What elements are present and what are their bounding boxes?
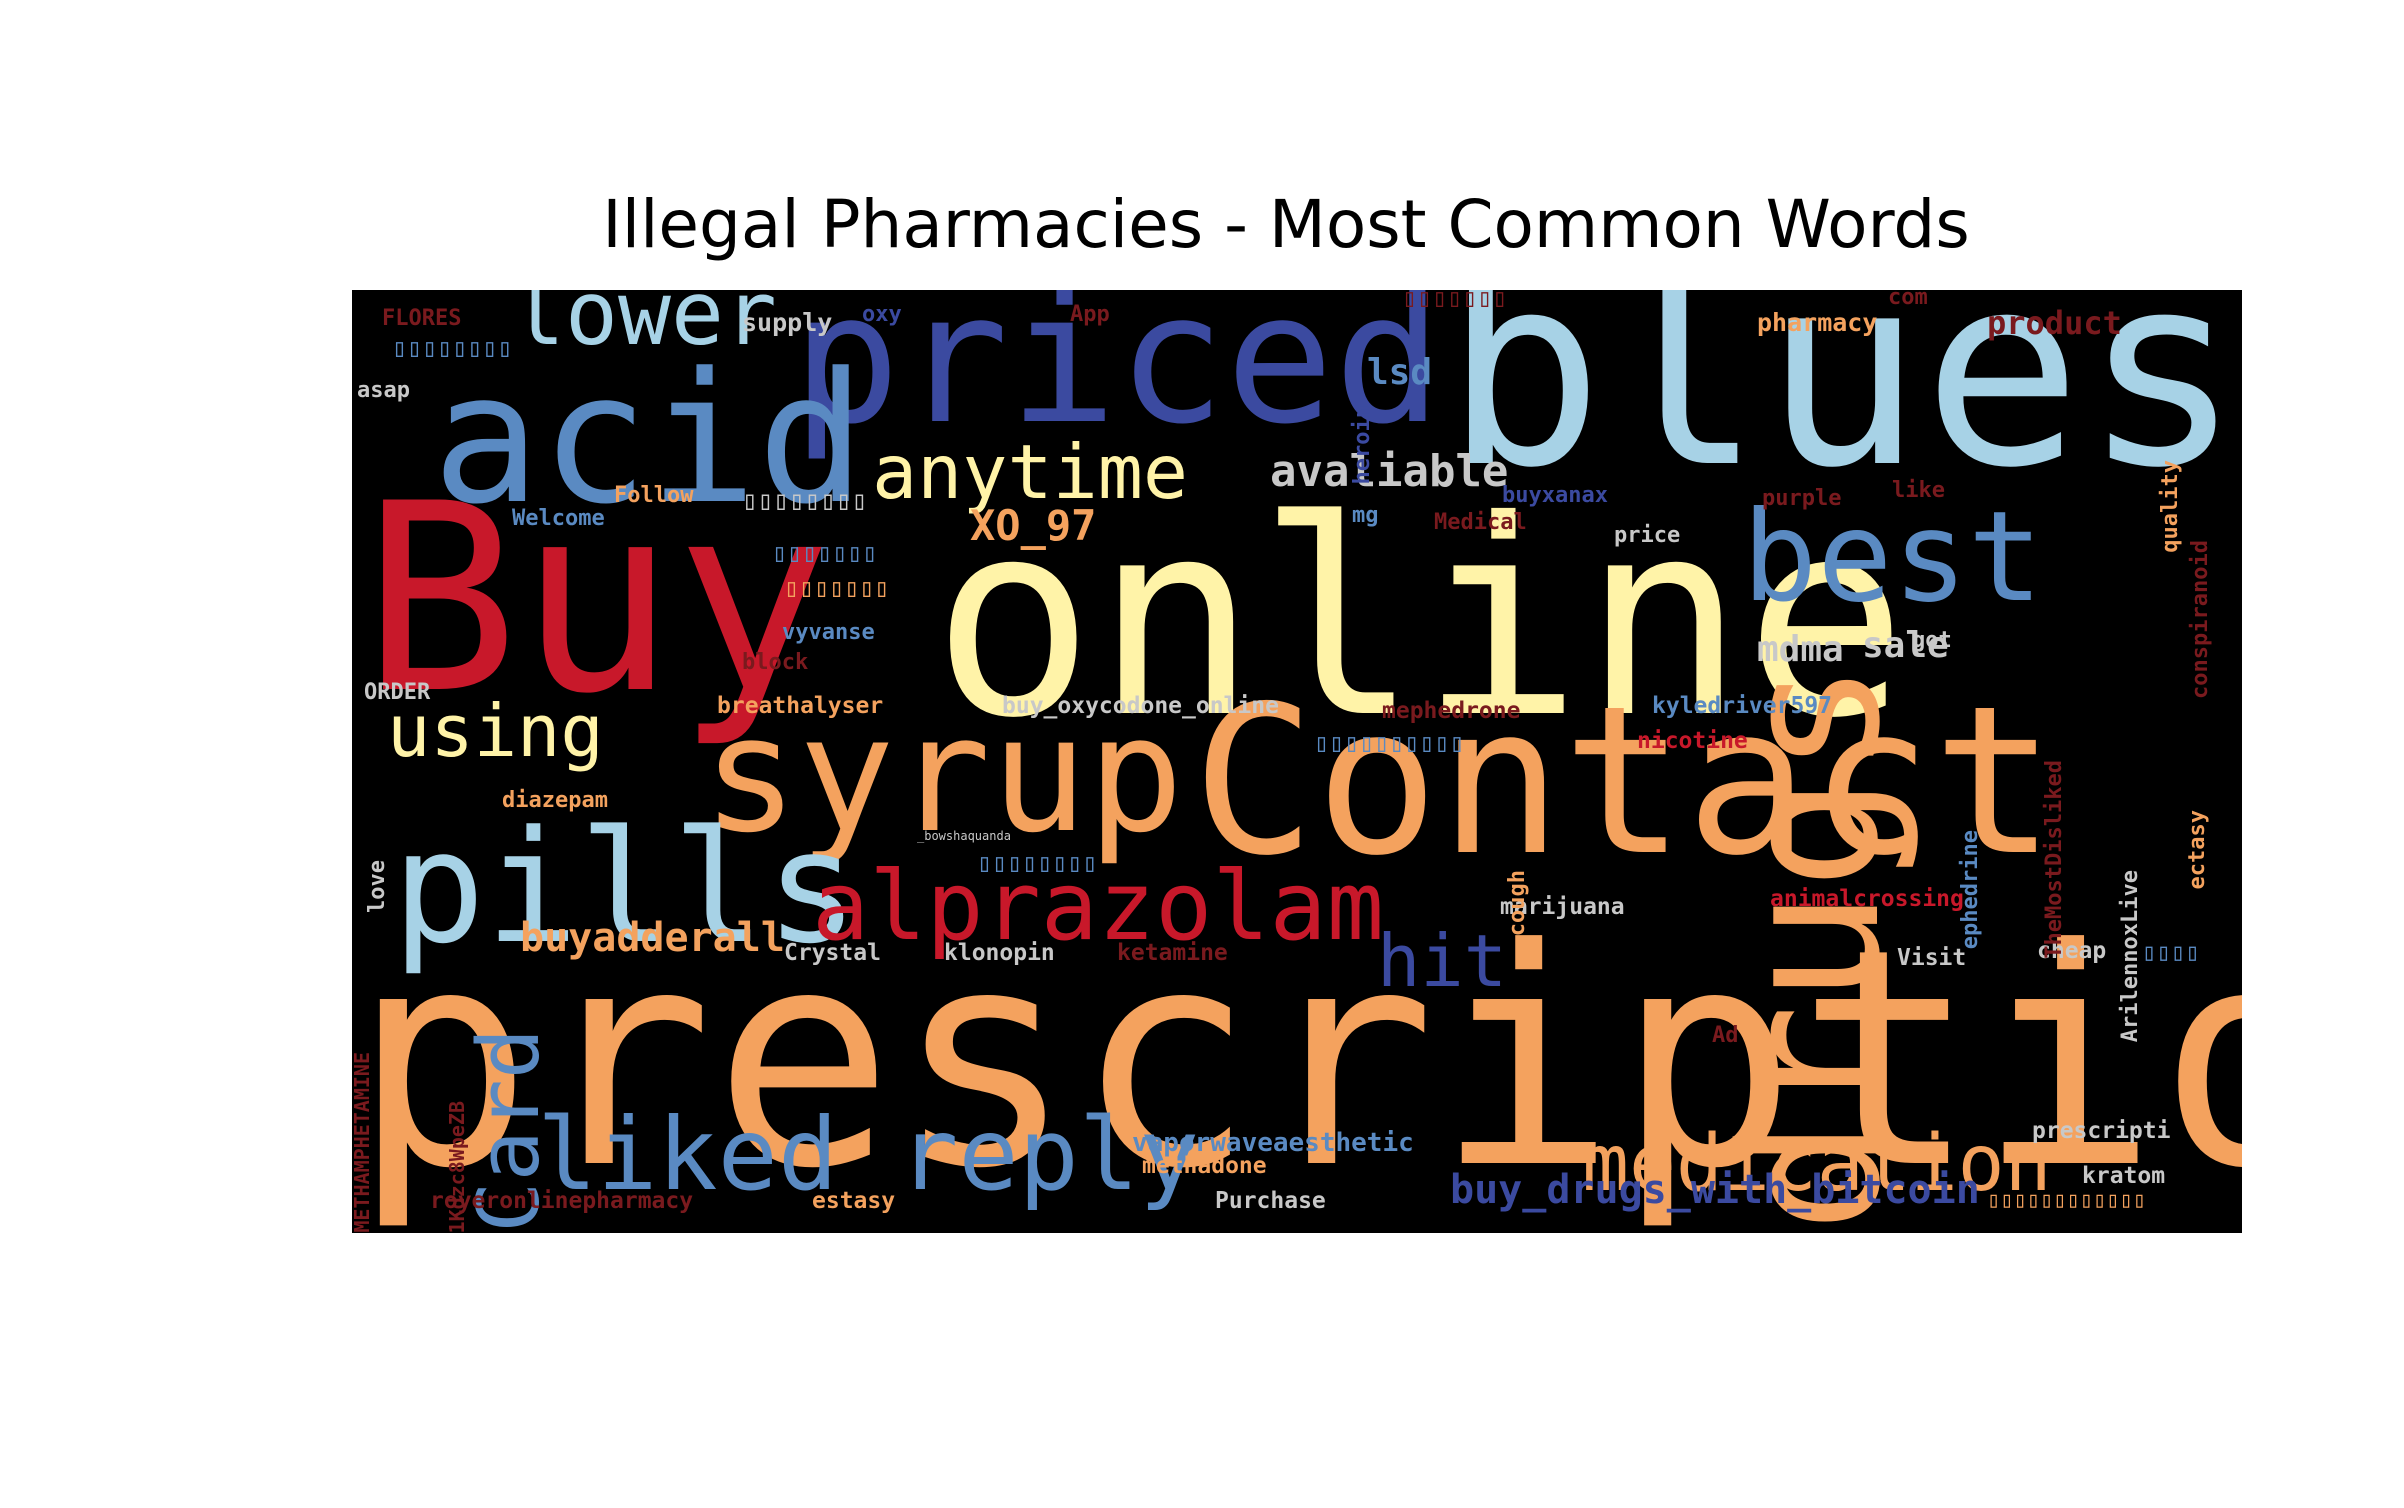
word-77: METHAMPHETAMINE bbox=[352, 1052, 374, 1233]
word-7: acid bbox=[432, 335, 866, 544]
word-60: buyxanax bbox=[1502, 483, 1608, 508]
word-58: App bbox=[1070, 302, 1110, 327]
word-71: TheMostDisliked bbox=[2042, 760, 2067, 959]
word-74: ectasy bbox=[2185, 810, 2210, 890]
word-22: XO_97 bbox=[970, 501, 1097, 550]
word-39: klonopin bbox=[944, 940, 1055, 966]
word-21: buyadderall bbox=[520, 915, 785, 961]
word-56: FLORES bbox=[382, 306, 462, 331]
word-83: ▯▯▯▯▯▯▯ bbox=[772, 538, 878, 567]
word-19: hit bbox=[1377, 919, 1508, 1003]
word-76: love bbox=[365, 860, 390, 913]
word-59: com bbox=[1888, 290, 1928, 310]
word-78: 1Kdzc8WpeZB bbox=[445, 1101, 469, 1233]
word-68: heroin bbox=[1350, 405, 1375, 485]
word-15: medication bbox=[1582, 1119, 2052, 1209]
word-10: pills bbox=[392, 797, 859, 978]
word-72: ephedrine bbox=[1958, 830, 1983, 950]
word-13: alprazolam bbox=[812, 852, 1384, 962]
word-24: mdma bbox=[1757, 629, 1844, 670]
word-81: ▯▯▯▯▯▯▯ bbox=[1402, 290, 1508, 312]
word-49: diazepam bbox=[502, 788, 608, 813]
word-17: anytime bbox=[872, 428, 1189, 516]
word-63: price bbox=[1614, 523, 1681, 548]
word-66: got bbox=[1912, 628, 1952, 653]
word-16: lower bbox=[512, 290, 777, 365]
word-29: pharmacy bbox=[1757, 308, 1878, 337]
word-82: ▯▯▯▯▯▯▯▯ bbox=[392, 333, 513, 362]
word-4: Buy bbox=[362, 449, 832, 751]
word-67: Ad bbox=[1712, 1023, 1739, 1048]
word-43: prescripti bbox=[2032, 1118, 2171, 1144]
word-2: online bbox=[932, 462, 1908, 777]
word-52: ORDER bbox=[364, 680, 431, 705]
word-20: avaliable bbox=[1270, 446, 1509, 497]
word-44: methadone bbox=[1142, 1153, 1267, 1179]
word-40: ketamine bbox=[1117, 940, 1228, 966]
word-9: syrup bbox=[702, 681, 1184, 868]
word-46: estasy bbox=[812, 1188, 896, 1214]
word-62: mg bbox=[1352, 503, 1379, 528]
word-88: ▯▯▯▯▯▯▯▯▯▯▯▯ bbox=[1987, 1188, 2146, 1213]
word-80: ▯▯▯▯▯▯▯▯ bbox=[742, 486, 868, 516]
word-69: quality bbox=[2158, 460, 2183, 553]
word-33: kyledriver597 bbox=[1652, 693, 1833, 719]
word-25: sale bbox=[1862, 625, 1949, 666]
word-87: ▯▯▯▯ bbox=[2142, 938, 2200, 966]
word-50: vyvanse bbox=[782, 620, 875, 645]
word-86: ▯▯▯▯▯▯▯▯ bbox=[977, 848, 1098, 877]
word-11: best bbox=[1742, 485, 2044, 630]
word-37: animalcrossing bbox=[1770, 886, 1964, 912]
word-79: _bowshaquanda bbox=[917, 829, 1011, 843]
word-23: buy_drugs_with_bitcoin bbox=[1450, 1167, 1980, 1213]
word-70: conspiranoid bbox=[2188, 540, 2213, 699]
word-32: mephedrone bbox=[1382, 698, 1521, 724]
word-51: block bbox=[742, 650, 809, 675]
word-42: Visit bbox=[1897, 945, 1967, 971]
word-53: Follow bbox=[614, 483, 694, 508]
word-31: buy_oxycodone_online bbox=[1002, 693, 1279, 719]
word-38: Crystal bbox=[784, 940, 881, 966]
word-75: cough bbox=[1505, 870, 1530, 937]
word-30: supply bbox=[742, 308, 833, 337]
word-55: asap bbox=[357, 378, 410, 403]
word-34: nicotine bbox=[1637, 728, 1748, 754]
word-5: Contact bbox=[1192, 663, 2056, 901]
word-64: purple bbox=[1762, 486, 1842, 511]
word-48: royeronlinepharmacy bbox=[430, 1188, 694, 1214]
word-47: kratom bbox=[2082, 1163, 2166, 1189]
word-85: ▯▯▯▯▯▯▯▯▯▯ bbox=[1314, 728, 1465, 757]
word-41: cheap bbox=[2037, 938, 2107, 964]
word-36: marijuana bbox=[1500, 894, 1625, 920]
word-6: priced bbox=[792, 290, 1443, 464]
word-57: oxy bbox=[862, 302, 902, 327]
word-65: like bbox=[1892, 478, 1945, 503]
word-84: ▯▯▯▯▯▯▯ bbox=[784, 573, 890, 602]
word-27: product bbox=[1987, 304, 2122, 342]
word-54: Welcome bbox=[512, 506, 605, 531]
word-3: blues bbox=[1444, 290, 2242, 526]
word-12: liked reply bbox=[537, 1096, 1200, 1213]
word-61: Medical bbox=[1434, 510, 1527, 535]
word-26: lsd bbox=[1367, 352, 1433, 393]
chart-title: Illegal Pharmacies - Most Common Words bbox=[602, 186, 1970, 263]
word-18: using bbox=[387, 689, 604, 773]
word-cloud: prescriptiononlinebluesBuyContactpriceda… bbox=[352, 290, 2242, 1233]
word-73: ArilennoxLive bbox=[2118, 870, 2143, 1043]
word-28: vaporwaveaesthetic bbox=[1132, 1128, 1414, 1158]
word-35: breathalyser bbox=[717, 693, 884, 719]
word-45: Purchase bbox=[1215, 1188, 1326, 1214]
